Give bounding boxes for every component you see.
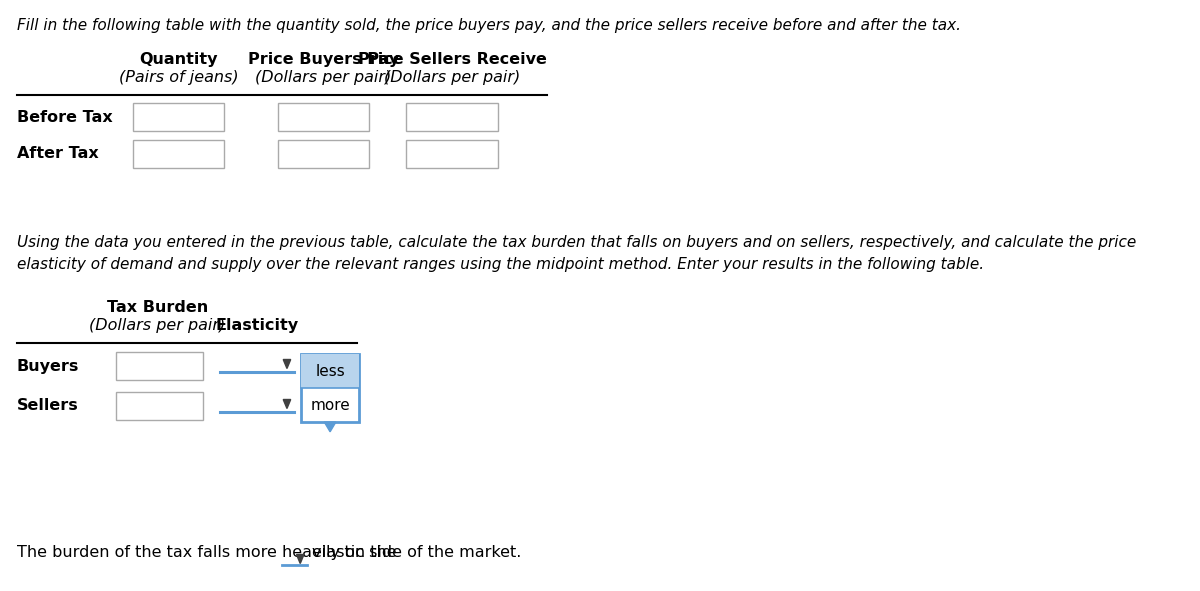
Text: (Dollars per pair): (Dollars per pair) <box>90 318 226 333</box>
Text: (Dollars per pair): (Dollars per pair) <box>256 70 391 85</box>
FancyBboxPatch shape <box>407 103 498 131</box>
Text: elastic side of the market.: elastic side of the market. <box>312 545 521 560</box>
Text: Buyers: Buyers <box>17 359 79 374</box>
FancyBboxPatch shape <box>133 103 224 131</box>
Text: Price Sellers Receive: Price Sellers Receive <box>358 52 546 67</box>
FancyBboxPatch shape <box>116 352 203 380</box>
Text: (Pairs of jeans): (Pairs of jeans) <box>119 70 238 85</box>
Polygon shape <box>296 554 304 563</box>
FancyBboxPatch shape <box>407 140 498 168</box>
FancyBboxPatch shape <box>278 103 370 131</box>
Text: Quantity: Quantity <box>139 52 217 67</box>
Text: The burden of the tax falls more heavily on the: The burden of the tax falls more heavily… <box>17 545 396 560</box>
Text: Using the data you entered in the previous table, calculate the tax burden that : Using the data you entered in the previo… <box>17 235 1136 250</box>
Polygon shape <box>283 359 290 369</box>
Text: After Tax: After Tax <box>17 147 98 161</box>
Text: Tax Burden: Tax Burden <box>107 300 209 315</box>
FancyBboxPatch shape <box>301 354 359 422</box>
Text: Elasticity: Elasticity <box>216 318 299 333</box>
FancyBboxPatch shape <box>278 140 370 168</box>
Text: Fill in the following table with the quantity sold, the price buyers pay, and th: Fill in the following table with the qua… <box>17 18 960 33</box>
Text: Before Tax: Before Tax <box>17 109 113 125</box>
FancyBboxPatch shape <box>301 354 359 388</box>
FancyBboxPatch shape <box>133 140 224 168</box>
Text: more: more <box>311 398 350 413</box>
Text: Price Buyers Pay: Price Buyers Pay <box>248 52 400 67</box>
Text: Sellers: Sellers <box>17 398 78 414</box>
Text: less: less <box>316 363 344 378</box>
FancyBboxPatch shape <box>116 392 203 420</box>
Text: (Dollars per pair): (Dollars per pair) <box>384 70 520 85</box>
Text: elasticity of demand and supply over the relevant ranges using the midpoint meth: elasticity of demand and supply over the… <box>17 257 984 272</box>
Polygon shape <box>283 400 290 408</box>
Polygon shape <box>324 422 336 432</box>
